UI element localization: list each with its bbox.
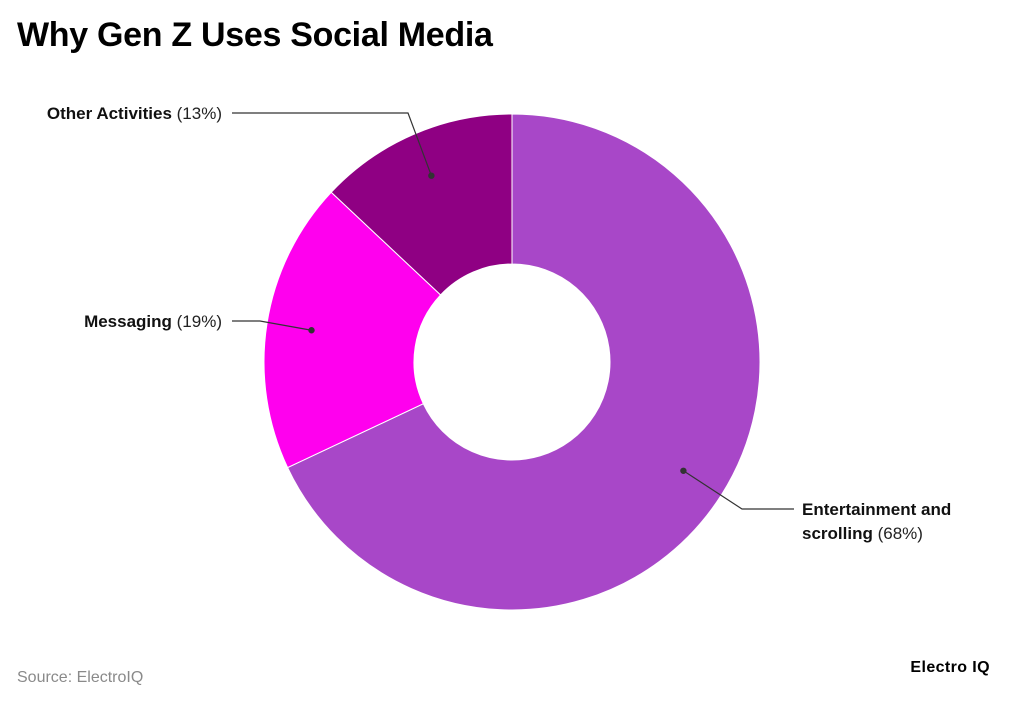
leader-dot-messaging <box>308 327 315 334</box>
label-name-messaging: Messaging <box>84 312 172 331</box>
label-other-activities: Other Activities (13%) <box>47 104 222 123</box>
slice-entertainment-and-scrolling <box>286 113 761 611</box>
leader-dot-other-activities <box>428 172 435 179</box>
label-name-entertainment-and-scrolling: scrolling <box>802 524 873 543</box>
label-entertainment-and-scrolling: Entertainment and scrolling (68%) <box>802 500 951 543</box>
brand-logo: Electro IQ <box>910 659 990 676</box>
label-name-other-activities: Other Activities <box>47 104 172 123</box>
label-messaging: Messaging (19%) <box>84 312 222 331</box>
label-percent-messaging: (19%) <box>172 312 222 331</box>
slice-messaging <box>263 191 442 469</box>
slice-other-activities <box>330 113 513 296</box>
leader-dot-entertainment-and-scrolling <box>680 467 687 474</box>
leader-line-messaging <box>232 320 312 331</box>
label-percent-entertainment-and-scrolling: (68%) <box>873 524 923 543</box>
leader-line-other-activities <box>232 112 432 176</box>
leader-line-entertainment-and-scrolling <box>683 470 794 510</box>
chart-title: Why Gen Z Uses Social Media <box>17 16 493 54</box>
source-note: Source: ElectroIQ <box>17 669 144 686</box>
label-name-entertainment-and-scrolling: Entertainment and <box>802 500 951 519</box>
label-percent-other-activities: (13%) <box>172 104 222 123</box>
